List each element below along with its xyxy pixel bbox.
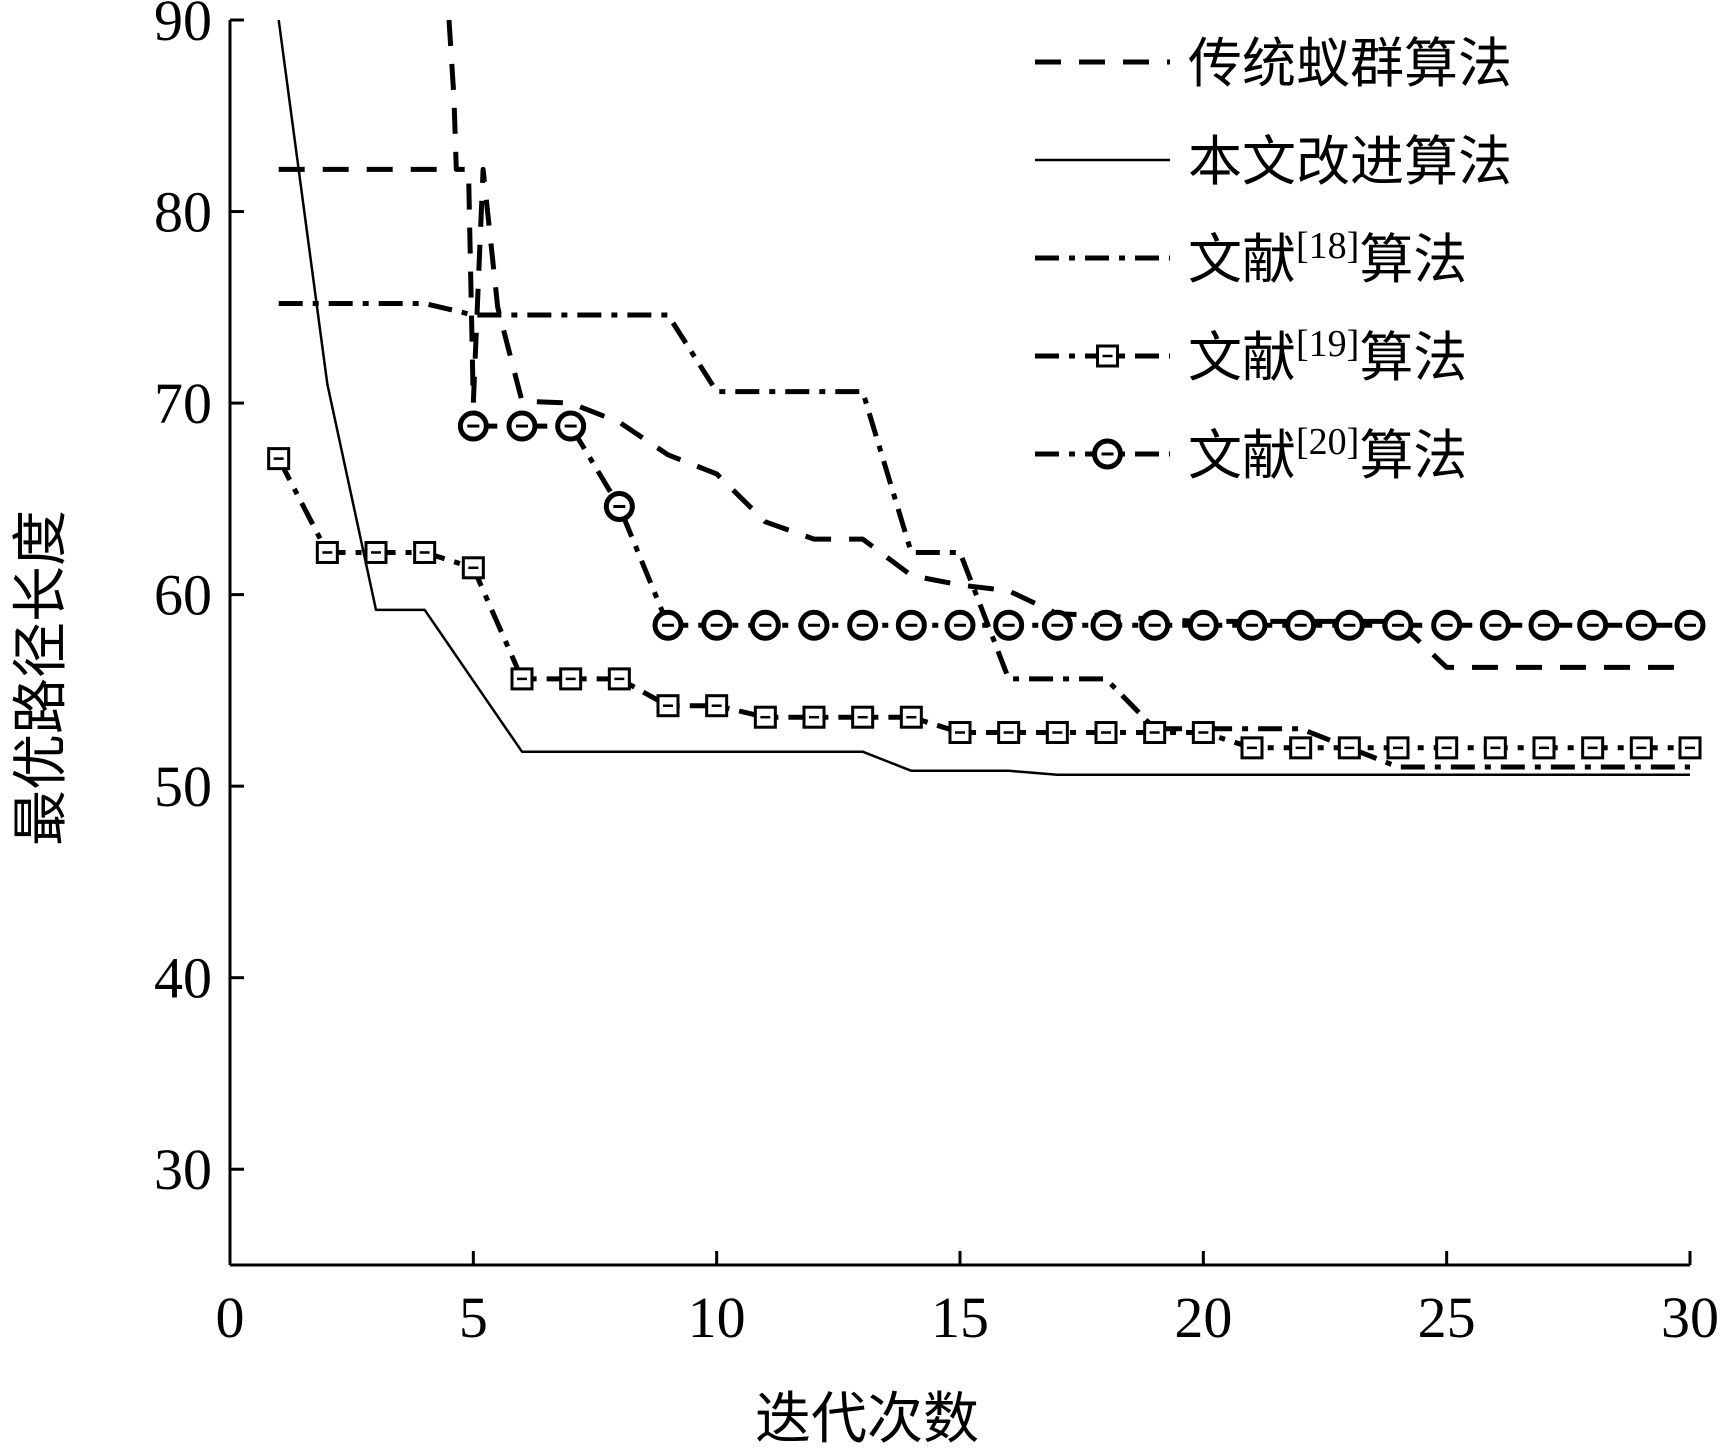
series-4-point xyxy=(1045,721,1069,745)
series-5-point xyxy=(1041,609,1073,641)
legend-label-2: 本文改进算法 xyxy=(1188,130,1512,193)
series-5-point xyxy=(798,609,830,641)
series-4-point xyxy=(1240,736,1264,760)
y-tick-label: 80 xyxy=(154,180,212,245)
x-tick-label: 5 xyxy=(459,1285,488,1350)
legend-citation: [18] xyxy=(1296,225,1359,267)
x-tick-label: 30 xyxy=(1661,1285,1719,1350)
series-line-3 xyxy=(278,301,1690,770)
x-tick-label: 10 xyxy=(688,1285,746,1350)
series-4-point xyxy=(851,705,875,729)
series-4-point xyxy=(1435,736,1459,760)
series-5-point xyxy=(1139,609,1171,641)
series-line-5 xyxy=(473,423,1690,628)
series-5-point xyxy=(895,609,927,641)
series-line-2 xyxy=(277,19,1690,776)
series-4-point xyxy=(656,694,680,718)
series-5-point xyxy=(1187,609,1219,641)
series-4-point xyxy=(1483,736,1507,760)
series-4-point xyxy=(267,447,291,471)
series-4-point xyxy=(948,721,972,745)
series-5-point xyxy=(1674,609,1706,641)
y-axis-title: 最优路径长度 xyxy=(9,510,74,846)
x-tick-label: 15 xyxy=(931,1285,989,1350)
series-5-point xyxy=(1285,609,1317,641)
y-tick-label: 30 xyxy=(154,1137,212,1202)
series-4-point xyxy=(607,667,631,691)
x-tick-label: 25 xyxy=(1418,1285,1476,1350)
series-4-point xyxy=(364,540,388,564)
series-5-point xyxy=(1625,609,1657,641)
series-5-point xyxy=(847,609,879,641)
legend-label-text: 传统蚁群算法 xyxy=(1188,32,1512,95)
legend-label-3: 文献[18]算法 xyxy=(1188,225,1467,291)
series-4-point xyxy=(315,540,339,564)
series-5-point xyxy=(1382,609,1414,641)
series-5-point xyxy=(555,410,587,442)
series-5-point xyxy=(457,410,489,442)
series-5-point xyxy=(701,609,733,641)
series-5-point xyxy=(1431,609,1463,641)
legend-label-suffix: 算法 xyxy=(1359,228,1467,291)
y-tick-label: 40 xyxy=(154,946,212,1011)
series-4-point xyxy=(1581,736,1605,760)
legend-label-4: 文献[19]算法 xyxy=(1188,323,1467,389)
legend-label-text: 本文改进算法 xyxy=(1188,130,1512,193)
plot-markers xyxy=(267,410,1706,760)
legend-label-5: 文献[20]算法 xyxy=(1188,421,1467,487)
series-5-point xyxy=(944,609,976,641)
legend-citation: [20] xyxy=(1296,421,1359,463)
series-4-point xyxy=(1678,736,1702,760)
series-4-point xyxy=(1629,736,1653,760)
series-5-point xyxy=(1090,609,1122,641)
series-4-point xyxy=(1289,736,1313,760)
legend-label-suffix: 算法 xyxy=(1359,424,1467,487)
series-4-point xyxy=(1386,736,1410,760)
legend-label-text: 文献 xyxy=(1188,326,1296,389)
series-4-point xyxy=(899,705,923,729)
y-tick-label: 60 xyxy=(154,563,212,628)
y-tick-label: 70 xyxy=(154,371,212,436)
series-4-point xyxy=(1143,721,1167,745)
legend-label-suffix: 算法 xyxy=(1359,326,1467,389)
series-4-point xyxy=(705,694,729,718)
legend-marker-5 xyxy=(1092,438,1123,470)
ticks: 0 5 10 15 20 25 30 30 40 50 60 70 80 90 xyxy=(154,0,1719,1350)
y-tick-label: 90 xyxy=(154,0,212,53)
series-4-point xyxy=(559,667,583,691)
series-4-point xyxy=(413,540,437,564)
y-tick-label: 50 xyxy=(154,754,212,819)
series-5-point xyxy=(652,609,684,641)
legend-label-text: 文献 xyxy=(1188,228,1296,291)
legend-marker-4 xyxy=(1096,344,1119,368)
series-5-point xyxy=(1236,609,1268,641)
series-5-point xyxy=(1577,609,1609,641)
series-4-point xyxy=(1337,736,1361,760)
series-5-point xyxy=(1333,609,1365,641)
series-5-point xyxy=(1528,609,1560,641)
series-4-point xyxy=(1532,736,1556,760)
series-4-point xyxy=(802,705,826,729)
series-4-point xyxy=(461,556,485,580)
series-5-point xyxy=(603,491,635,523)
legend-citation: [19] xyxy=(1296,323,1359,365)
series-4-point xyxy=(510,667,534,691)
series-4-point xyxy=(1191,721,1215,745)
x-axis-title: 迭代次数 xyxy=(755,1387,979,1449)
legend-label-1: 传统蚁群算法 xyxy=(1188,32,1512,95)
series-4-point xyxy=(1094,721,1118,745)
series-4-point xyxy=(997,721,1021,745)
x-tick-label: 20 xyxy=(1174,1285,1232,1350)
series-4-point xyxy=(753,705,777,729)
series-5-point xyxy=(1479,609,1511,641)
series-5-point xyxy=(506,410,538,442)
series-5-point xyxy=(749,609,781,641)
x-tick-label: 0 xyxy=(216,1285,245,1350)
legend-label-text: 文献 xyxy=(1188,424,1296,487)
series-5-point xyxy=(993,609,1025,641)
axes xyxy=(228,20,1690,1267)
series-line-1 xyxy=(446,19,1690,670)
